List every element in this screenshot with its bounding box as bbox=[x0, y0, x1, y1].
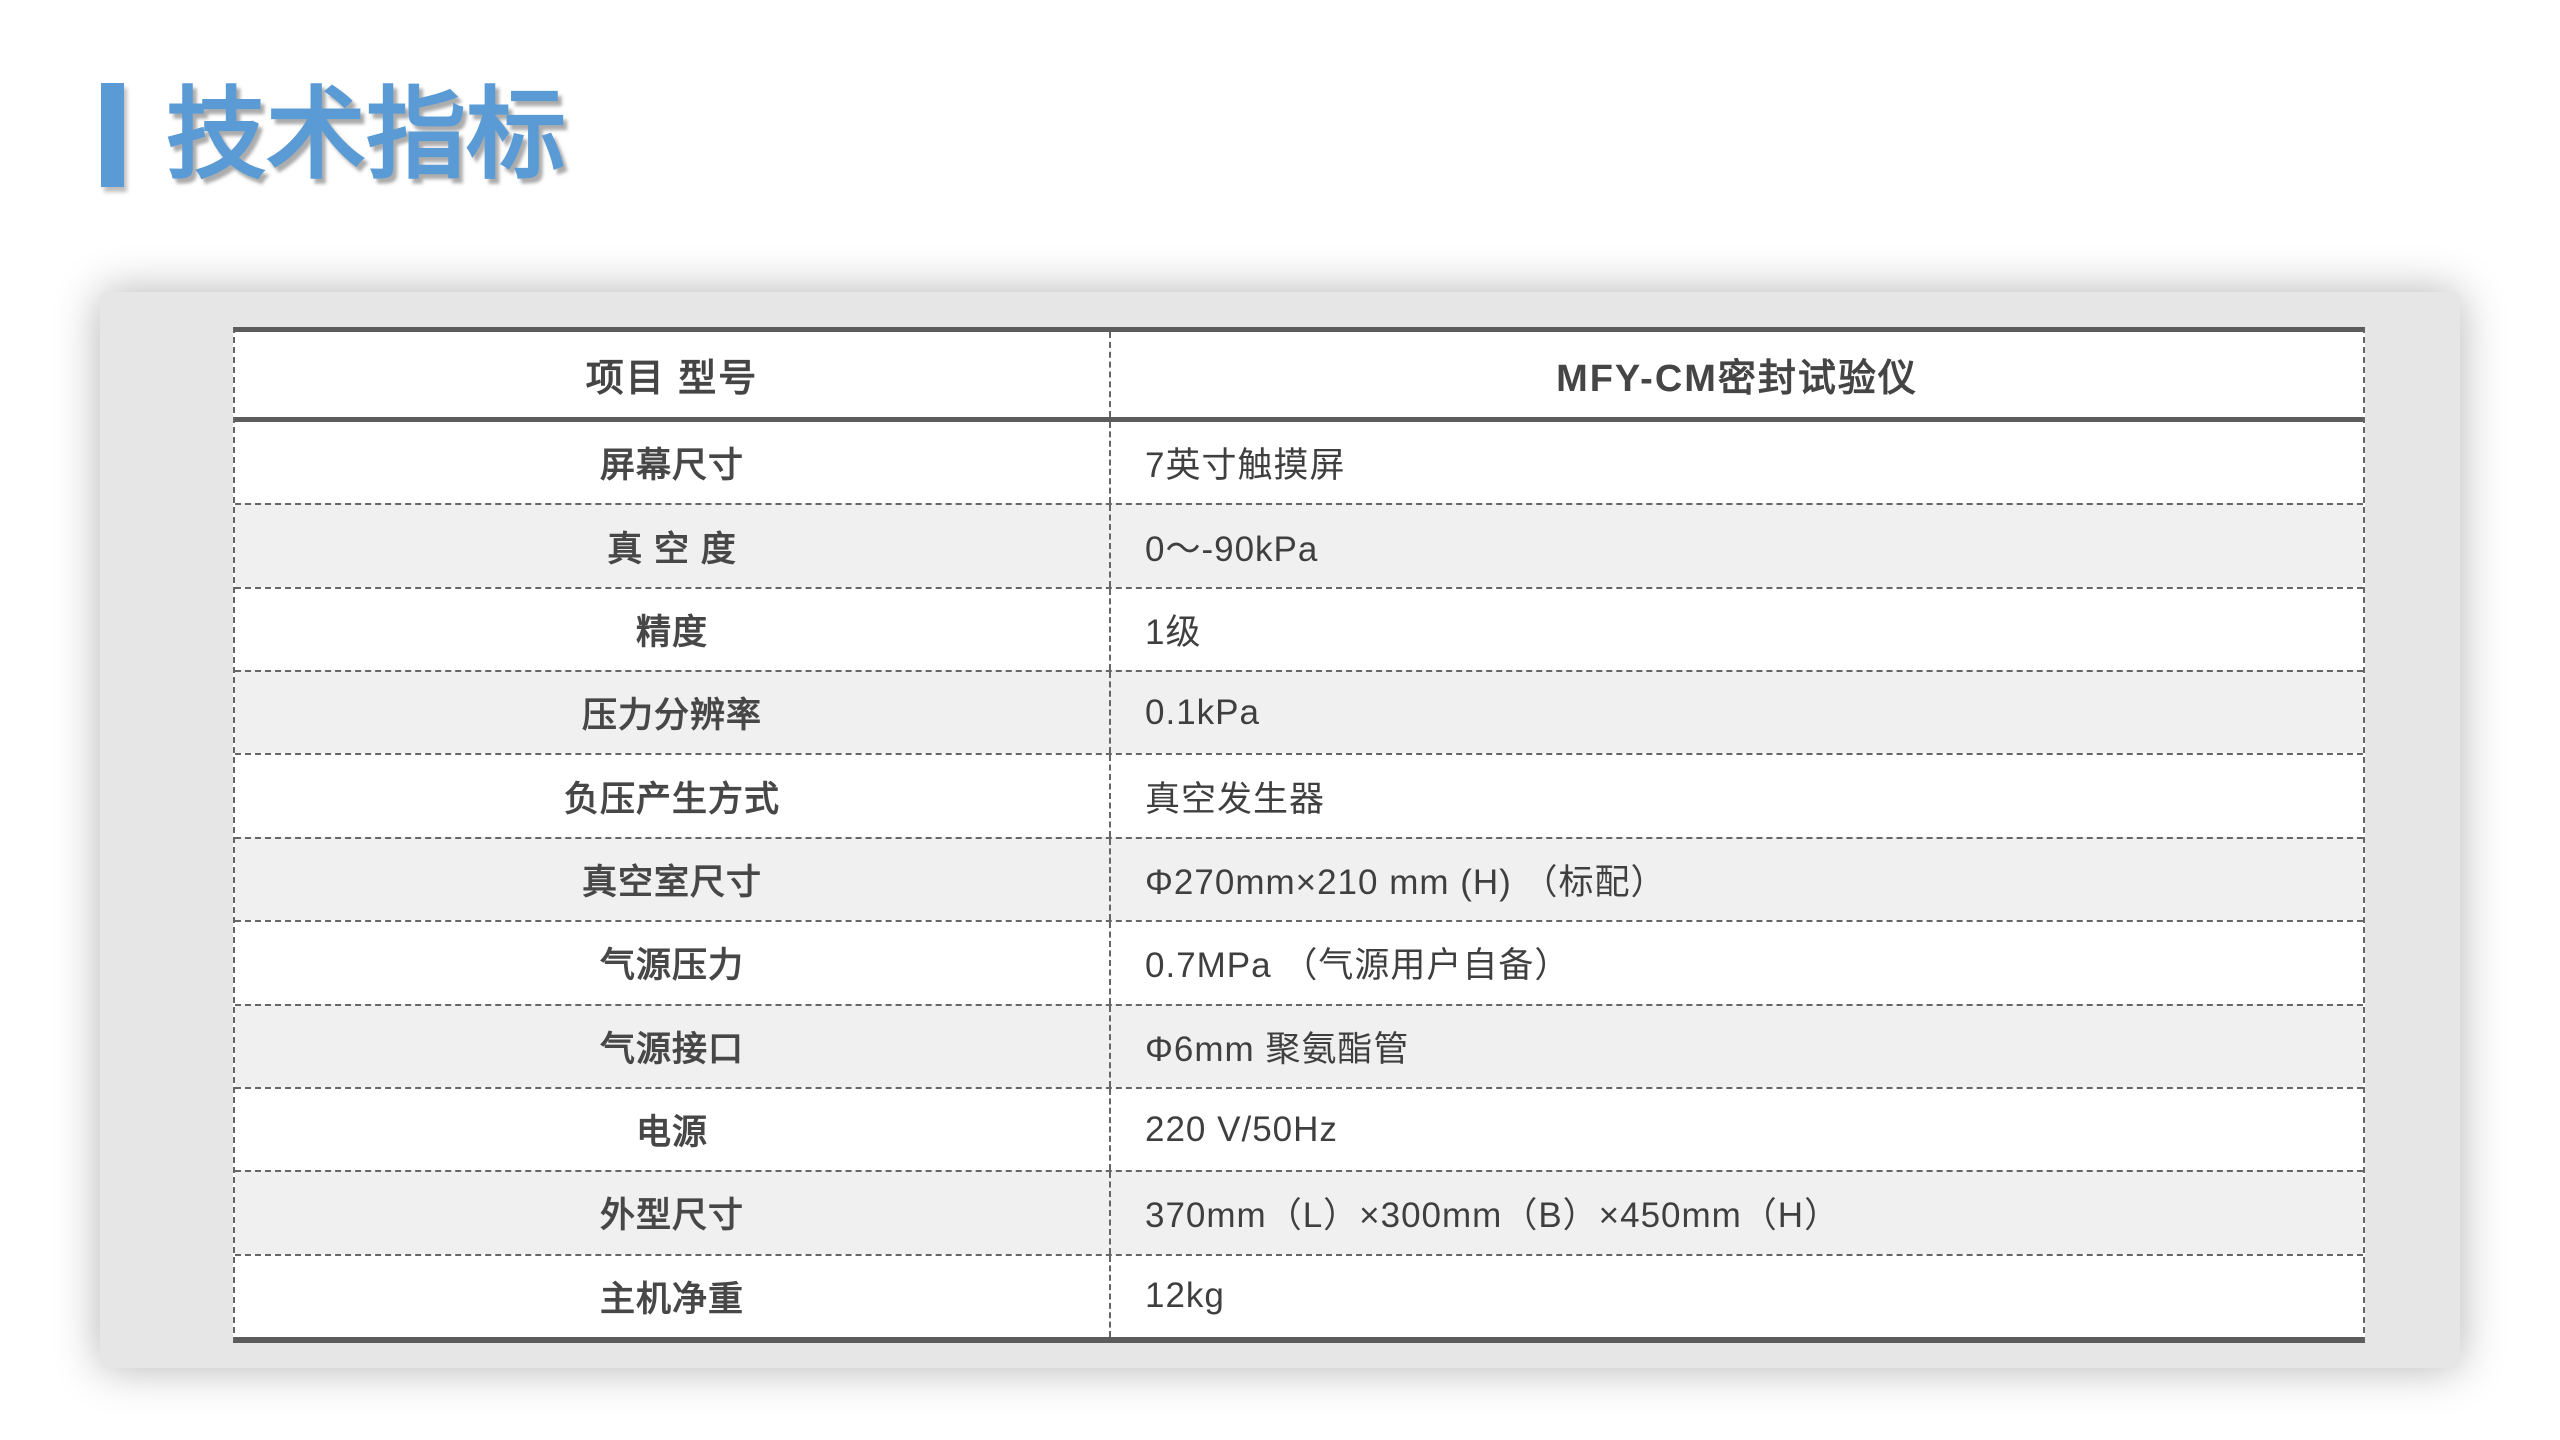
spec-label: 真空室尺寸 bbox=[235, 838, 1111, 921]
table-row: 真空室尺寸 Φ270mm×210 mm (H) （标配） bbox=[235, 836, 2363, 921]
spec-value: Φ6mm 聚氨酯管 bbox=[1145, 1029, 1410, 1069]
title-accent-bar bbox=[101, 83, 124, 187]
table-header-product-name: MFY-CM密封试验仪 bbox=[1556, 358, 1918, 400]
section-title-block: 技术指标 bbox=[101, 83, 566, 187]
table-row: 压力分辨率 0.1kPa bbox=[235, 670, 2363, 754]
spec-value: 0～-90kPa bbox=[1145, 529, 1319, 569]
spec-label: 主机净重 bbox=[235, 1255, 1111, 1337]
spec-value: Φ270mm×210 mm (H) （标配） bbox=[1145, 862, 1667, 902]
spec-value: 220 V/50Hz bbox=[1145, 1109, 1338, 1149]
spec-value: 7英寸触摸屏 bbox=[1145, 446, 1346, 486]
table-row: 负压产生方式 真空发生器 bbox=[235, 753, 2363, 837]
spec-card: 项目 型号 MFY-CM密封试验仪 屏幕尺寸 7英寸触摸屏 真 空 度 0～-9… bbox=[100, 292, 2460, 1368]
table-row: 气源压力 0.7MPa （气源用户自备） bbox=[235, 920, 2363, 1004]
spec-value: 1级 bbox=[1145, 612, 1202, 652]
spec-label: 电源 bbox=[235, 1088, 1111, 1171]
table-row: 精度 1级 bbox=[235, 586, 2363, 671]
table-row: 气源接口 Φ6mm 聚氨酯管 bbox=[235, 1003, 2363, 1087]
table-header-item-model: 项目 型号 bbox=[235, 332, 1111, 417]
spec-label: 气源接口 bbox=[235, 1005, 1111, 1087]
table-row: 真 空 度 0～-90kPa bbox=[235, 503, 2363, 587]
spec-value: 0.7MPa （气源用户自备） bbox=[1145, 946, 1571, 986]
table-row: 外型尺寸 370mm（L）×300mm（B）×450mm（H） bbox=[235, 1170, 2363, 1254]
spec-label: 气源压力 bbox=[235, 922, 1111, 1004]
table-row: 电源 220 V/50Hz bbox=[235, 1086, 2363, 1171]
spec-label: 负压产生方式 bbox=[235, 755, 1111, 837]
spec-table: 项目 型号 MFY-CM密封试验仪 屏幕尺寸 7英寸触摸屏 真 空 度 0～-9… bbox=[233, 327, 2365, 1343]
spec-value: 370mm（L）×300mm（B）×450mm（H） bbox=[1145, 1196, 1841, 1236]
spec-value: 真空发生器 bbox=[1145, 779, 1326, 819]
spec-label: 外型尺寸 bbox=[235, 1172, 1111, 1254]
spec-label: 精度 bbox=[235, 588, 1111, 671]
spec-label: 真 空 度 bbox=[235, 505, 1111, 587]
spec-value: 0.1kPa bbox=[1145, 692, 1260, 732]
spec-label: 屏幕尺寸 bbox=[235, 422, 1111, 504]
table-body: 屏幕尺寸 7英寸触摸屏 真 空 度 0～-90kPa 精度 1级 压力分辨率 0… bbox=[235, 422, 2363, 1337]
table-row: 主机净重 12kg bbox=[235, 1253, 2363, 1337]
table-header-row: 项目 型号 MFY-CM密封试验仪 bbox=[235, 332, 2363, 422]
spec-value: 12kg bbox=[1145, 1276, 1225, 1316]
spec-label: 压力分辨率 bbox=[235, 672, 1111, 754]
page-title: 技术指标 bbox=[166, 79, 566, 191]
table-row: 屏幕尺寸 7英寸触摸屏 bbox=[235, 422, 2363, 504]
